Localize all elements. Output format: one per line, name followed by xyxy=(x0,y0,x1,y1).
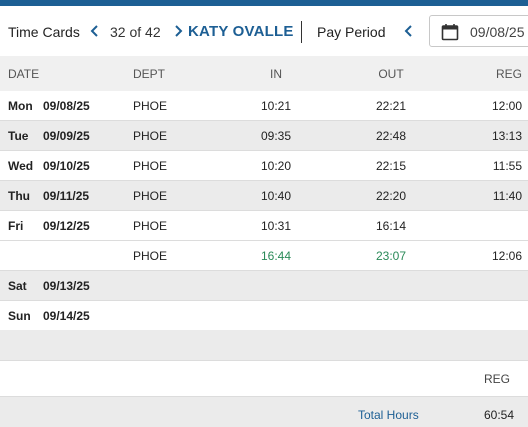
row-day: Wed xyxy=(8,159,34,173)
row-date: 09/10/25 xyxy=(43,159,90,173)
table-header: DATE DEPT IN OUT REG xyxy=(0,56,528,91)
row-day: Sun xyxy=(8,309,31,323)
employee-counter: 32 of 42 xyxy=(110,24,161,40)
table-row[interactable]: Sun 09/14/25 xyxy=(0,301,528,331)
pay-period-label: Pay Period xyxy=(317,24,386,40)
row-out-punch[interactable]: 16:14 xyxy=(375,219,407,233)
row-in-punch[interactable]: 10:21 xyxy=(260,99,292,113)
row-date: 09/14/25 xyxy=(43,309,90,323)
top-accent-bar xyxy=(0,0,528,6)
pay-period-date-picker[interactable]: 09/08/25 xyxy=(429,15,528,47)
column-header-out: OUT xyxy=(378,67,404,81)
employee-name[interactable]: KATY OVALLE xyxy=(188,23,294,40)
row-reg-hours: 12:06 xyxy=(491,249,522,263)
row-out-punch[interactable]: 22:21 xyxy=(375,99,407,113)
table-row[interactable]: Mon 09/08/25 PHOE 10:21 22:21 12:00 xyxy=(0,91,528,121)
row-date: 09/09/25 xyxy=(43,129,90,143)
row-dept: PHOE xyxy=(133,159,168,173)
row-reg-hours: 12:00 xyxy=(491,99,522,113)
table-row[interactable]: Sat 09/13/25 xyxy=(0,271,528,301)
row-day: Tue xyxy=(8,129,29,143)
row-in-punch[interactable]: 10:31 xyxy=(260,219,292,233)
total-hours-row: Total Hours 60:54 xyxy=(0,396,528,427)
table-row[interactable]: PHOE 16:44 23:07 12:06 xyxy=(0,241,528,271)
row-in-punch[interactable]: 16:44 xyxy=(260,249,292,263)
row-out-punch[interactable]: 22:48 xyxy=(375,129,407,143)
table-row[interactable]: Fri 09/12/25 PHOE 10:31 16:14 xyxy=(0,211,528,241)
table-row[interactable]: Wed 09/10/25 PHOE 10:20 22:15 11:55 xyxy=(0,151,528,181)
row-out-punch[interactable]: 22:15 xyxy=(375,159,407,173)
table-row[interactable]: Thu 09/11/25 PHOE 10:40 22:20 11:40 xyxy=(0,181,528,211)
header-divider xyxy=(301,21,302,43)
row-date: 09/13/25 xyxy=(43,279,90,293)
row-reg-hours: 13:13 xyxy=(491,129,522,143)
page-title: Time Cards xyxy=(8,24,80,40)
row-out-punch[interactable]: 23:07 xyxy=(375,249,407,263)
column-header-in: IN xyxy=(270,67,282,81)
chevron-left-icon xyxy=(404,25,412,37)
row-in-punch[interactable]: 10:20 xyxy=(260,159,292,173)
column-header-dept: DEPT xyxy=(133,67,166,81)
total-hours-value: 60:54 xyxy=(483,408,514,422)
calendar-icon xyxy=(441,24,459,41)
row-day: Sat xyxy=(8,279,27,293)
row-in-punch[interactable]: 09:35 xyxy=(260,129,292,143)
empty-row xyxy=(0,330,528,361)
summary-header: REG xyxy=(0,361,528,396)
timecard-header: Time Cards 32 of 42 KATY OVALLE Pay Peri… xyxy=(0,6,528,56)
timecard-table: DATE DEPT IN OUT REG Mon 09/08/25 PHOE 1… xyxy=(0,56,528,331)
row-in-punch[interactable]: 10:40 xyxy=(260,189,292,203)
row-dept: PHOE xyxy=(133,219,168,233)
previous-employee-button[interactable] xyxy=(86,20,104,42)
summary-reg-label: REG xyxy=(483,372,510,386)
row-day: Fri xyxy=(8,219,24,233)
row-dept: PHOE xyxy=(133,249,168,263)
next-employee-button[interactable] xyxy=(169,20,187,42)
row-day: Thu xyxy=(8,189,30,203)
row-dept: PHOE xyxy=(133,189,168,203)
pay-period-date-value: 09/08/25 xyxy=(470,24,525,40)
row-out-punch[interactable]: 22:20 xyxy=(375,189,407,203)
row-day: Mon xyxy=(8,99,33,113)
chevron-right-icon xyxy=(175,25,183,37)
column-header-date: DATE xyxy=(8,67,40,81)
row-date: 09/12/25 xyxy=(43,219,90,233)
row-reg-hours: 11:55 xyxy=(492,159,522,173)
column-header-reg: REG xyxy=(495,67,522,81)
row-date: 09/11/25 xyxy=(43,189,90,203)
row-dept: PHOE xyxy=(133,129,168,143)
row-date: 09/08/25 xyxy=(43,99,90,113)
total-hours-label[interactable]: Total Hours xyxy=(358,408,419,422)
table-row[interactable]: Tue 09/09/25 PHOE 09:35 22:48 13:13 xyxy=(0,121,528,151)
row-dept: PHOE xyxy=(133,99,168,113)
row-reg-hours: 11:40 xyxy=(492,189,522,203)
chevron-left-icon xyxy=(90,25,98,37)
previous-pay-period-button[interactable] xyxy=(400,20,418,42)
